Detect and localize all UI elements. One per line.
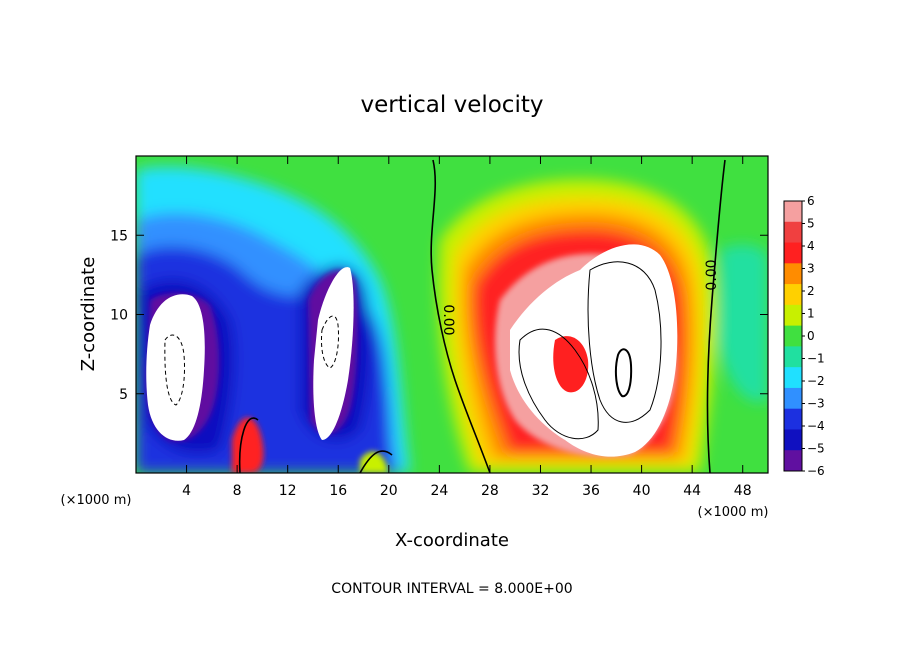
colorbar-swatch bbox=[784, 201, 802, 223]
x-tick-label: 32 bbox=[532, 483, 550, 499]
colorbar-swatch bbox=[784, 429, 802, 451]
colorbar-label: −2 bbox=[807, 374, 825, 388]
colorbar-label: −6 bbox=[807, 464, 825, 478]
x-tick-label: 4 bbox=[182, 483, 191, 499]
colorbar-label: −4 bbox=[807, 419, 825, 433]
y-axis-ticks: 5 10 15 bbox=[110, 228, 768, 403]
colorbar-swatch bbox=[784, 242, 802, 264]
contour-lines bbox=[164, 159, 726, 473]
x-axis-label: X-coordinate bbox=[395, 530, 509, 551]
colorbar-swatch bbox=[784, 367, 802, 389]
colorbar-swatch bbox=[784, 221, 802, 244]
x-tick-label: 40 bbox=[633, 483, 651, 499]
heatmap-field: 0.00 0.00 bbox=[136, 156, 768, 473]
y-tick-label: 10 bbox=[110, 308, 128, 324]
contour-label-left: 0.00 bbox=[440, 304, 456, 335]
x-tick-label: 44 bbox=[683, 483, 701, 499]
colorbar-swatch bbox=[784, 450, 802, 472]
colorbar-swatch bbox=[784, 387, 802, 410]
x-tick-label: 16 bbox=[329, 483, 347, 499]
y-tick-label: 5 bbox=[119, 387, 128, 403]
colorbar-label: 3 bbox=[807, 262, 815, 276]
x-tick-label: 36 bbox=[582, 483, 600, 499]
saturated-regions bbox=[146, 244, 678, 457]
colorbar-swatch bbox=[784, 408, 802, 430]
colorbar-label: 4 bbox=[807, 239, 815, 253]
x-tick-label: 20 bbox=[380, 483, 398, 499]
colorbar-label: −5 bbox=[807, 442, 825, 456]
colorbar-swatch bbox=[784, 304, 802, 327]
contour-label-right: 0.00 bbox=[704, 259, 720, 290]
x-tick-label: 48 bbox=[734, 483, 752, 499]
colorbar-swatch bbox=[784, 325, 802, 347]
y-tick-label: 15 bbox=[110, 228, 128, 244]
x-axis-ticks: 4 8 12 16 20 24 28 32 36 40 44 48 bbox=[182, 156, 752, 499]
colorbar-label: 2 bbox=[807, 284, 815, 298]
colorbar-swatch bbox=[784, 263, 802, 285]
x-tick-label: 12 bbox=[279, 483, 297, 499]
x-tick-label: 8 bbox=[233, 483, 242, 499]
chart-title: vertical velocity bbox=[361, 92, 544, 118]
x-unit-label-left: (×1000 m) bbox=[61, 493, 132, 508]
colorbar-label: 1 bbox=[807, 307, 815, 321]
x-tick-label: 24 bbox=[430, 483, 448, 499]
x-tick-label: 28 bbox=[481, 483, 499, 499]
colorbar: 6 5 4 3 2 1 0 −1 −2 −3 −4 −5 −6 bbox=[783, 194, 825, 478]
x-unit-label-right: (×1000 m) bbox=[698, 505, 769, 520]
y-axis-label: Z-coordinate bbox=[78, 257, 99, 372]
colorbar-label: −3 bbox=[807, 397, 825, 411]
colorbar-swatch bbox=[784, 346, 802, 368]
colorbar-label: 6 bbox=[807, 194, 815, 208]
contour-interval-note: CONTOUR INTERVAL = 8.000E+00 bbox=[331, 581, 572, 597]
colorbar-label: −1 bbox=[807, 352, 825, 366]
colorbar-label: 5 bbox=[807, 217, 815, 231]
colorbar-swatch bbox=[784, 284, 802, 306]
colorbar-label: 0 bbox=[807, 329, 815, 343]
